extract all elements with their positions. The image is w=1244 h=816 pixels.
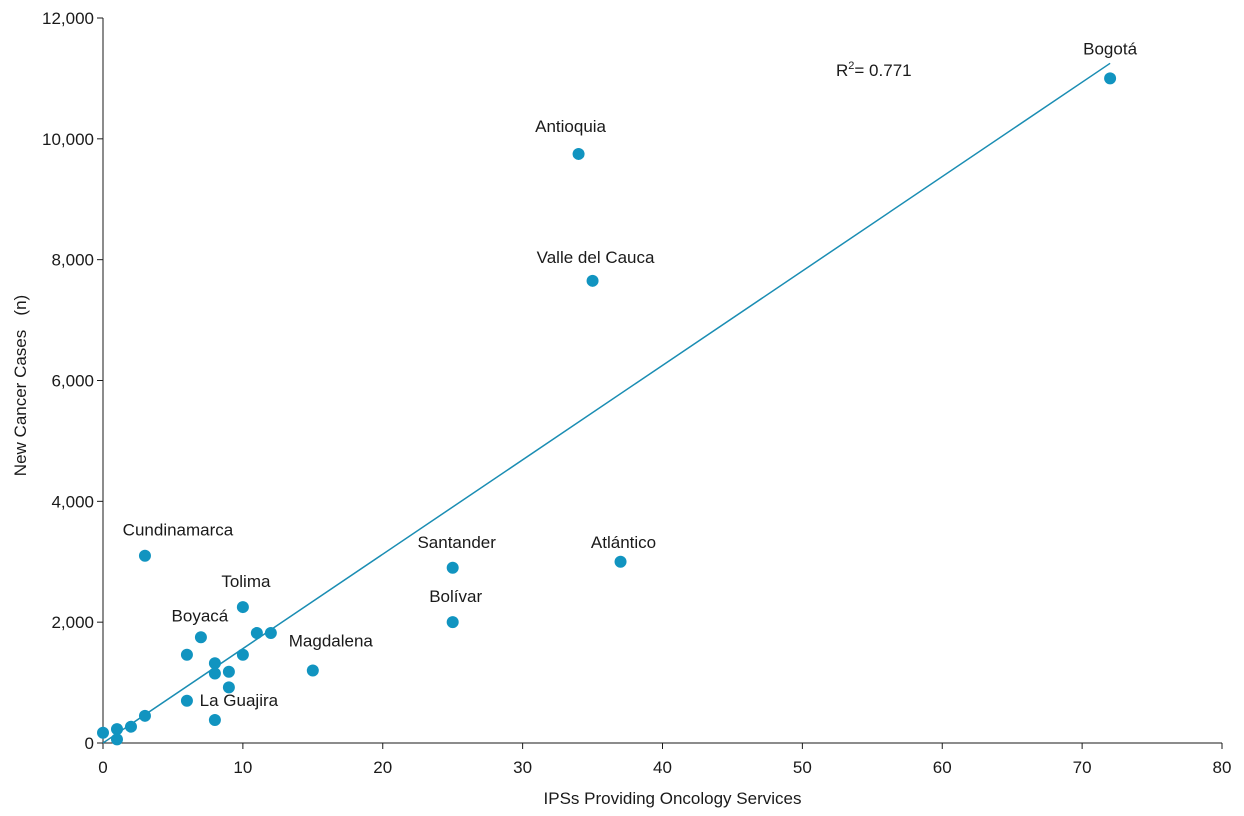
x-axis-title: IPSs Providing Oncology Services <box>544 789 802 808</box>
data-point <box>446 561 459 574</box>
y-tick-label: 10,000 <box>42 130 94 149</box>
x-tick-label: 70 <box>1073 758 1092 777</box>
data-point <box>446 616 459 629</box>
data-point <box>138 549 151 562</box>
trendline-group <box>102 62 1111 744</box>
r2-value: = 0.771 <box>854 61 911 80</box>
data-point <box>208 714 221 727</box>
point-label: Cundinamarca <box>123 521 234 540</box>
y-tick-label: 8,000 <box>51 251 94 270</box>
trendline <box>102 62 1111 744</box>
r2-superscript: 2 <box>848 60 854 72</box>
x-tick-label: 10 <box>233 758 252 777</box>
data-point <box>208 657 221 670</box>
data-point <box>208 667 221 680</box>
data-point <box>236 648 249 661</box>
data-point <box>586 274 599 287</box>
data-point <box>180 694 193 707</box>
data-point <box>180 648 193 661</box>
r-squared-label: R2= 0.771 <box>836 60 912 80</box>
data-point <box>110 733 123 746</box>
data-point <box>306 664 319 677</box>
data-point <box>138 709 151 722</box>
r2-prefix: R <box>836 61 848 80</box>
x-tick-label: 50 <box>793 758 812 777</box>
point-label: Santander <box>417 533 496 552</box>
data-point <box>1104 72 1117 85</box>
y-tick-label: 2,000 <box>51 613 94 632</box>
point-label: Bogotá <box>1083 39 1137 58</box>
data-point <box>250 627 263 640</box>
x-tick-label: 60 <box>933 758 952 777</box>
point-label: La Guajira <box>200 691 279 710</box>
point-label: Boyacá <box>172 606 229 625</box>
y-tick-label: 0 <box>85 734 94 753</box>
data-point <box>97 726 109 739</box>
point-label: Bolívar <box>429 587 482 606</box>
point-label: Magdalena <box>289 632 374 651</box>
data-point <box>572 147 585 160</box>
data-point <box>614 555 627 568</box>
data-point <box>194 631 207 644</box>
data-point <box>222 665 235 678</box>
x-tick-label: 20 <box>373 758 392 777</box>
y-axis-title: New Cancer Cases (n) <box>11 295 30 476</box>
y-tick-label: 12,000 <box>42 9 94 28</box>
data-point <box>236 601 249 614</box>
data-point <box>124 720 137 733</box>
y-tick-label: 4,000 <box>51 492 94 511</box>
x-tick-label: 40 <box>653 758 672 777</box>
y-tick-label: 6,000 <box>51 372 94 391</box>
point-label: Antioquia <box>535 117 606 136</box>
data-point <box>110 723 123 736</box>
x-tick-label: 0 <box>98 758 107 777</box>
data-point <box>264 627 277 640</box>
points-group <box>97 72 1117 746</box>
point-label: Valle del Cauca <box>537 248 655 267</box>
point-label: Atlántico <box>591 533 656 552</box>
axes: 0 2,000 4,000 6,000 8,000 10,000 12,000 0 10 20 30… <box>42 9 1231 777</box>
point-labels-group: Bogotá Antioquia Valle del Cauca Atlántico S… <box>123 39 1138 710</box>
x-tick-label: 30 <box>513 758 532 777</box>
x-tick-label: 80 <box>1213 758 1232 777</box>
point-label: Tolima <box>221 572 271 591</box>
data-point <box>222 681 235 694</box>
